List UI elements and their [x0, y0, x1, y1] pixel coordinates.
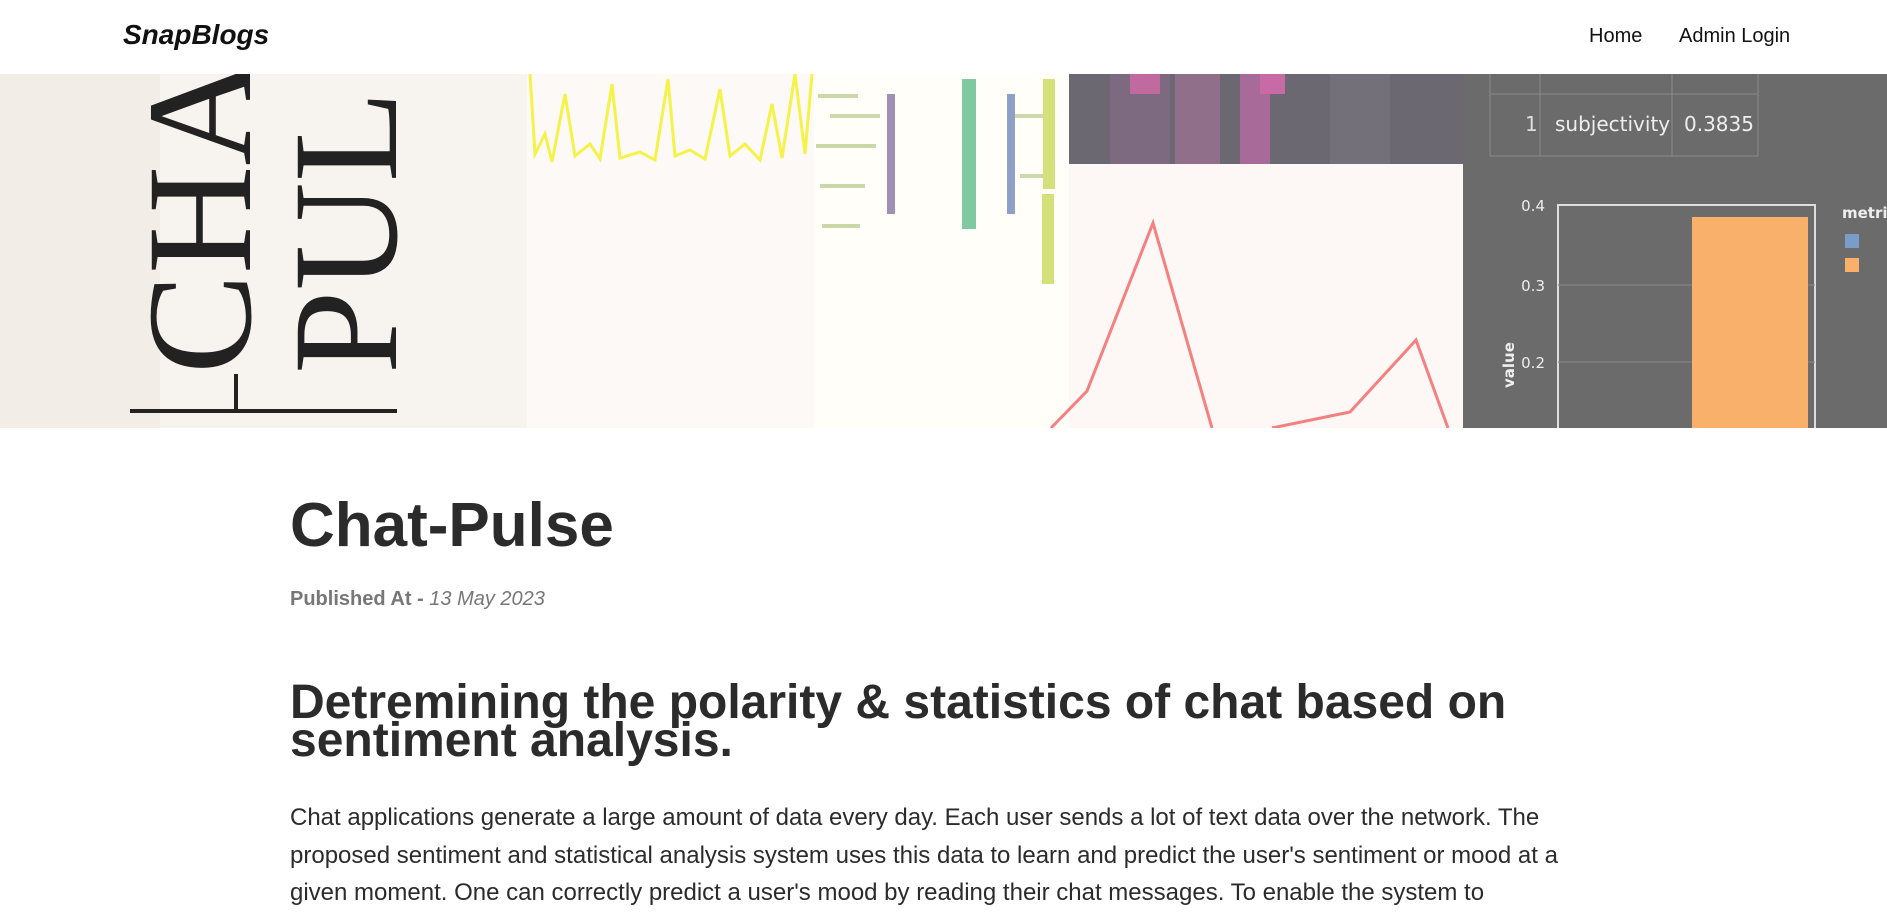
chart-tick: 0.2	[1521, 354, 1545, 372]
post-heading-wrap: Detremining the polarity & statistics of…	[290, 676, 1610, 767]
published-date: 13 May 2023	[429, 588, 545, 610]
chart-axis-label: value	[1500, 342, 1518, 388]
table-cell: subjectivity	[1555, 112, 1670, 136]
post-header: Chat-Pulse	[290, 490, 1610, 561]
chart-tick: 0.3	[1521, 277, 1545, 295]
post-heading: Detremining the polarity & statistics of…	[290, 676, 1507, 767]
heatmap	[1069, 74, 1463, 164]
post-body: Chat applications generate a large amoun…	[290, 799, 1602, 912]
brand[interactable]: SnapBlogs	[123, 19, 270, 50]
chart-tick: 0.4	[1521, 197, 1545, 215]
red-line	[1271, 337, 1450, 428]
post-paragraph: Chat applications generate a large amoun…	[290, 804, 1558, 906]
legend-title: metric	[1842, 204, 1887, 222]
banner-letters: PUL	[263, 91, 429, 374]
legend-swatch	[1845, 234, 1859, 248]
wordcloud	[816, 94, 1050, 228]
chart-bar	[1692, 217, 1808, 428]
legend-swatch	[1845, 258, 1859, 272]
table-lines	[1489, 74, 1759, 157]
yellow-line	[528, 74, 814, 164]
post-title: Chat-Pulse	[290, 491, 614, 560]
nav-link[interactable]: Home	[1589, 25, 1643, 47]
banner-image: CHA PUL 1 subjectivity 0.3835 0.4 0.3 0.…	[0, 74, 1887, 428]
banner-letters: CHA	[117, 74, 283, 374]
wordcloud-words	[887, 79, 1055, 284]
nav-link[interactable]: Admin Login	[1679, 25, 1791, 47]
published-label: Published At -	[290, 588, 424, 610]
navbar: SnapBlogs Home Admin Login	[0, 0, 1887, 74]
panel-shade	[0, 74, 160, 428]
chart-frame	[1557, 204, 1816, 428]
panel	[814, 74, 1069, 428]
table-cell: 0.3835	[1684, 112, 1754, 136]
red-line	[1049, 218, 1214, 428]
post-meta: Published At - 13 May 2023	[290, 588, 1610, 611]
panel	[1463, 74, 1887, 428]
table-cell: 1	[1525, 112, 1538, 136]
